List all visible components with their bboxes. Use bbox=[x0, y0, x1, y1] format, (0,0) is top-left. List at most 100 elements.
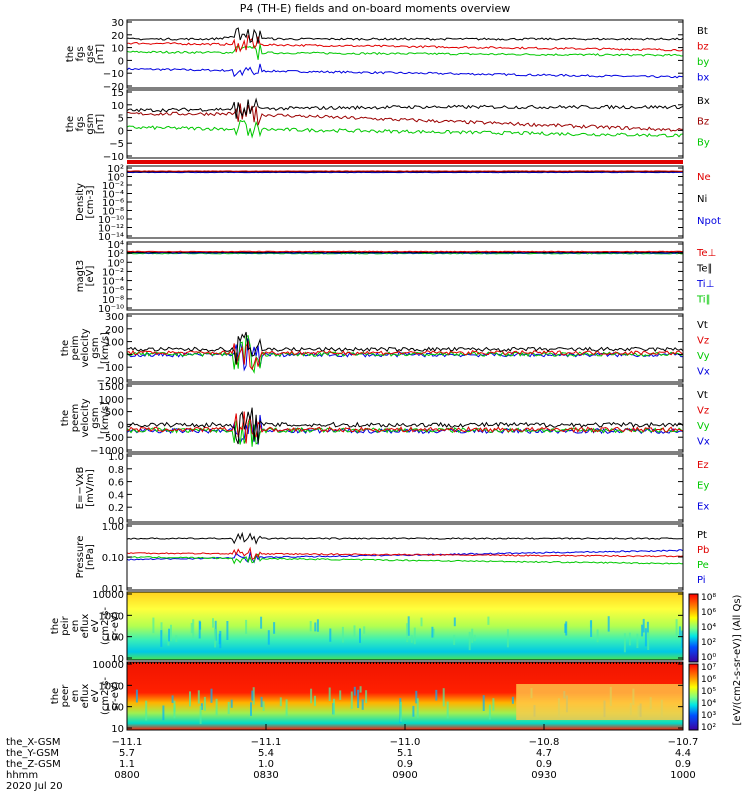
panel-background bbox=[127, 166, 683, 238]
spectrogram-speckle bbox=[590, 620, 593, 637]
y-tick-label: 10⁻⁸ bbox=[102, 207, 124, 218]
y-axis-label: the bbox=[50, 688, 61, 704]
spectrogram-speckle bbox=[160, 622, 163, 637]
legend-entry-ez: Ez bbox=[697, 460, 709, 471]
y-tick-label: 0.8 bbox=[108, 465, 124, 476]
spectrogram-speckle bbox=[214, 628, 217, 648]
y-axis-label: [mV/m] bbox=[85, 469, 96, 507]
legend-entry-ni: Ni bbox=[697, 194, 707, 205]
spectrogram-speckle bbox=[468, 631, 471, 651]
legend-entry-vx: Vx bbox=[697, 367, 710, 378]
colorbar-tick: 10⁰ bbox=[701, 653, 716, 663]
colorbar-tick: 10⁶ bbox=[701, 675, 716, 685]
panel-frame bbox=[126, 591, 684, 661]
panel-background bbox=[127, 90, 683, 158]
y-axis-label: velocity bbox=[80, 398, 91, 437]
series-line-bz bbox=[126, 103, 684, 132]
y-tick-label: 1000 bbox=[99, 395, 124, 406]
panel-density bbox=[126, 160, 684, 239]
legend-entry-vt: Vt bbox=[697, 390, 708, 401]
spectrogram-speckle bbox=[273, 622, 276, 634]
spectrogram-speckle bbox=[642, 618, 645, 633]
y-axis-label: eV bbox=[90, 689, 101, 702]
spectrogram-speckle bbox=[210, 688, 213, 703]
y-tick-label: 1000 bbox=[99, 681, 124, 692]
panel-frame bbox=[126, 89, 684, 159]
y-axis-label: gsm bbox=[85, 113, 96, 134]
y-tick-label: 0 bbox=[118, 350, 124, 361]
orbit-value: −10.7 bbox=[668, 737, 699, 748]
spectrogram-speckle bbox=[260, 616, 263, 629]
y-axis-label: [nT] bbox=[95, 44, 106, 64]
y-tick-label: −1000 bbox=[90, 446, 124, 457]
spectrogram-speckle bbox=[252, 687, 255, 705]
spectrogram-speckle bbox=[267, 630, 270, 645]
spectrogram-speckle bbox=[339, 690, 342, 700]
legend-entry-pb: Pb bbox=[697, 545, 709, 556]
panel-background bbox=[127, 524, 683, 590]
spectrogram-speckle bbox=[341, 626, 344, 643]
legend-entry-pt: Pt bbox=[697, 530, 707, 541]
legend-entry-te∥: Te∥ bbox=[696, 264, 713, 275]
y-tick-label: 10000 bbox=[92, 590, 124, 601]
series-line-by bbox=[126, 119, 684, 139]
panel-pressure bbox=[126, 523, 684, 591]
spectrogram-speckle bbox=[363, 626, 366, 634]
y-tick-label: −200 bbox=[97, 376, 124, 387]
panel-peem bbox=[126, 383, 684, 453]
y-tick-label: 10⁻⁶ bbox=[102, 198, 124, 209]
spectrogram-speckle bbox=[399, 701, 402, 722]
y-tick-label: 10⁻⁶ bbox=[102, 286, 124, 297]
legend-entry-ey: Ey bbox=[697, 481, 709, 492]
y-tick-label: 10⁻² bbox=[102, 181, 124, 192]
y-axis-label: sr-eV) bbox=[110, 681, 121, 710]
legend-entry-npot: Npot bbox=[697, 216, 721, 227]
panel-frame bbox=[126, 383, 684, 453]
orbit-value: 1000 bbox=[670, 770, 695, 781]
orbit-row-label: the_X-GSM bbox=[6, 737, 60, 748]
spectrogram-speckle bbox=[365, 690, 368, 704]
spectrogram-speckle bbox=[309, 621, 312, 632]
y-tick-label: −100 bbox=[97, 363, 124, 374]
figure-title: P4 (TH-E) fields and on-board moments ov… bbox=[240, 2, 511, 15]
series-line-pb bbox=[126, 546, 684, 560]
panel-magt3 bbox=[126, 241, 684, 311]
legend-entry-ti⊥: Ti⊥ bbox=[696, 279, 714, 290]
orbit-value: 0930 bbox=[531, 770, 556, 781]
legend-entry-vz: Vz bbox=[697, 336, 709, 347]
y-axis-label: peer bbox=[60, 684, 71, 708]
spectrogram-speckle bbox=[353, 686, 356, 696]
y-tick-label: −5 bbox=[109, 139, 124, 150]
spectrogram-speckle bbox=[175, 635, 178, 642]
spectrogram-speckle bbox=[492, 698, 495, 711]
orbit-value: 5.7 bbox=[119, 748, 135, 759]
spectrogram-speckle bbox=[227, 701, 230, 714]
y-tick-label: 10000 bbox=[92, 660, 124, 671]
y-tick-label: 100 bbox=[105, 703, 124, 714]
series-line-vy bbox=[126, 334, 684, 374]
colorbar-tick: 10⁶ bbox=[701, 608, 716, 618]
spectrogram-speckle bbox=[681, 630, 684, 648]
spectrogram-speckle bbox=[135, 689, 138, 703]
y-tick-label: 0 bbox=[118, 420, 124, 431]
y-tick-label: 10 bbox=[111, 654, 124, 665]
spectrogram-speckle bbox=[168, 628, 171, 642]
orbit-row-label: the_Z-GSM bbox=[6, 759, 61, 770]
orbit-value: 0900 bbox=[392, 770, 417, 781]
spectrogram-speckle bbox=[607, 616, 610, 632]
orbit-value: 5.4 bbox=[258, 748, 274, 759]
spectrogram-speckle bbox=[189, 691, 191, 707]
legend-entry-vy: Vy bbox=[697, 351, 710, 362]
spectrogram-speckle bbox=[152, 617, 155, 634]
spectrogram-speckle bbox=[212, 618, 214, 628]
y-tick-label: −20 bbox=[103, 82, 124, 93]
spectrogram-speckle bbox=[446, 701, 449, 719]
y-axis-label: [nT] bbox=[95, 114, 106, 134]
y-axis-label: [nPa] bbox=[85, 544, 96, 570]
orbit-value: 0.9 bbox=[536, 759, 552, 770]
colorbar-tick: 10⁵ bbox=[701, 687, 716, 697]
spectrogram-speckle bbox=[314, 695, 316, 706]
panel-efield bbox=[126, 453, 684, 523]
spectrogram-speckle bbox=[215, 698, 218, 716]
y-axis-label: [km/s] bbox=[100, 332, 111, 364]
